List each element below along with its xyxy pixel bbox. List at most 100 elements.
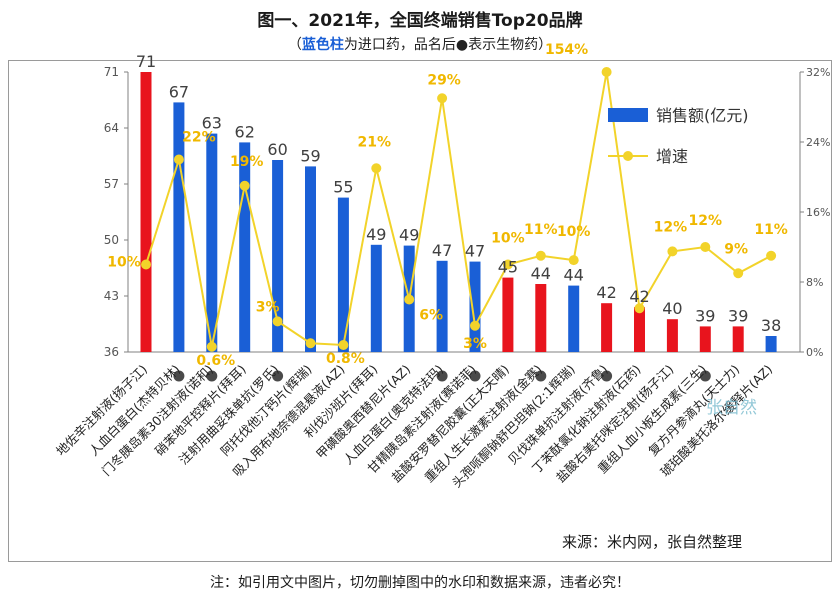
growth-point [338,340,349,350]
subtitle-rest: 为进口药，品名后●表示生物药） [343,37,553,53]
growth-point [733,268,744,279]
bar [305,166,316,352]
growth-label: 12% [654,219,688,235]
biologic-dot [272,370,284,382]
growth-point [404,294,415,305]
legend-group: 销售额(亿元) 增速 [608,106,749,166]
growth-label: 10% [107,255,141,271]
growth-label: 22% [182,130,216,146]
growth-point [141,259,151,270]
growth-label: 6% [419,308,443,324]
chart-frame [8,60,832,562]
bar-value-label: 42 [629,287,649,306]
bar [469,261,481,352]
growth-label: 0.8% [326,351,365,367]
growth-label: 12% [689,213,723,229]
growth-point [700,242,711,252]
right-tick-label: 24% [806,136,830,149]
growth-label: 0.6% [196,353,235,369]
bar [272,160,284,352]
left-tick-label: 43 [104,289,119,303]
right-tick-label: 16% [806,206,830,219]
bar-value-label: 59 [300,146,320,165]
growth-point [305,338,316,349]
bar [666,319,678,352]
bar-value-label: 47 [465,242,485,261]
growth-point [206,341,217,352]
biologic-dot [699,370,711,382]
biologic-dot [601,370,613,382]
bar [173,102,185,353]
biologic-dot [469,370,481,382]
growth-label: 3% [463,336,487,352]
bar [699,326,711,352]
growth-point [568,255,579,266]
growth-label: 9% [724,241,748,257]
bar-value-label: 62 [235,122,255,141]
growth-label: 3% [256,299,280,315]
growth-point [272,316,283,327]
legend-bar-swatch [608,108,648,122]
growth-label: 21% [358,134,392,150]
growth-point [371,163,382,174]
subtitle-blue-label: 蓝色柱 [301,37,344,53]
bar [568,285,580,352]
biologic-dot [436,370,448,382]
left-tick-label: 50 [104,233,119,247]
left-tick-label: 64 [104,121,119,135]
growth-point [601,67,612,77]
growth-label: 19% [230,154,264,170]
bar [634,307,645,352]
growth-point [667,246,678,257]
growth-label: 29% [427,72,461,88]
axes-group: 36 43 50 57 64 71 0% 8% 16% 24% 32% [104,65,831,359]
growth-label: 11% [524,222,558,238]
bar [601,303,613,352]
bar-value-label: 42 [596,283,616,302]
legend-bar-label: 销售额(亿元) [656,106,749,125]
subtitle-open: （ [287,37,302,53]
growth-line [145,71,772,347]
bar-value-label: 39 [728,306,748,325]
left-tick-label: 57 [104,177,119,191]
biologic-dot [173,370,185,382]
growth-label: 154% [545,42,588,58]
left-tick-label: 71 [104,65,119,79]
growth-point [173,154,184,165]
bar [370,244,382,352]
bar-value-label: 45 [498,258,518,277]
bars-group [140,72,777,353]
legend-line-label: 增速 [656,147,688,166]
bar [502,277,514,352]
right-tick-label: 32% [806,66,830,79]
bar [140,72,152,352]
bar-value-label: 47 [432,241,452,260]
growth-label: 11% [754,222,788,238]
bar [436,260,448,352]
growth-point [437,93,448,104]
growth-point [634,303,645,314]
growth-point [535,250,546,261]
growth-point [239,180,250,191]
biologic-dot [206,370,218,382]
left-tick-label: 36 [104,345,119,359]
right-tick-label: 8% [806,276,823,289]
bar-value-label: 63 [202,114,222,133]
footer-note: 注：如引用文中图片，切勿删掉图中的水印和数据来源，违者必究！ [210,575,630,591]
bar-value-label: 55 [333,178,353,197]
legend-line-dot [623,151,633,161]
growth-label: 10% [557,224,591,240]
bar-value-label: 40 [662,299,682,318]
watermark: 张自然 [706,398,757,418]
biologic-dot [535,370,547,382]
bar [337,197,349,352]
bar-value-label: 38 [761,316,781,335]
bar [206,133,218,352]
growth-line-group [141,67,777,352]
right-tick-label: 0% [806,346,823,359]
bar [765,336,777,352]
bar-value-label: 44 [564,266,584,285]
bar-value-label: 71 [136,52,156,71]
chart-title: 图一、2021年，全国终端销售Top20品牌 [257,11,583,31]
